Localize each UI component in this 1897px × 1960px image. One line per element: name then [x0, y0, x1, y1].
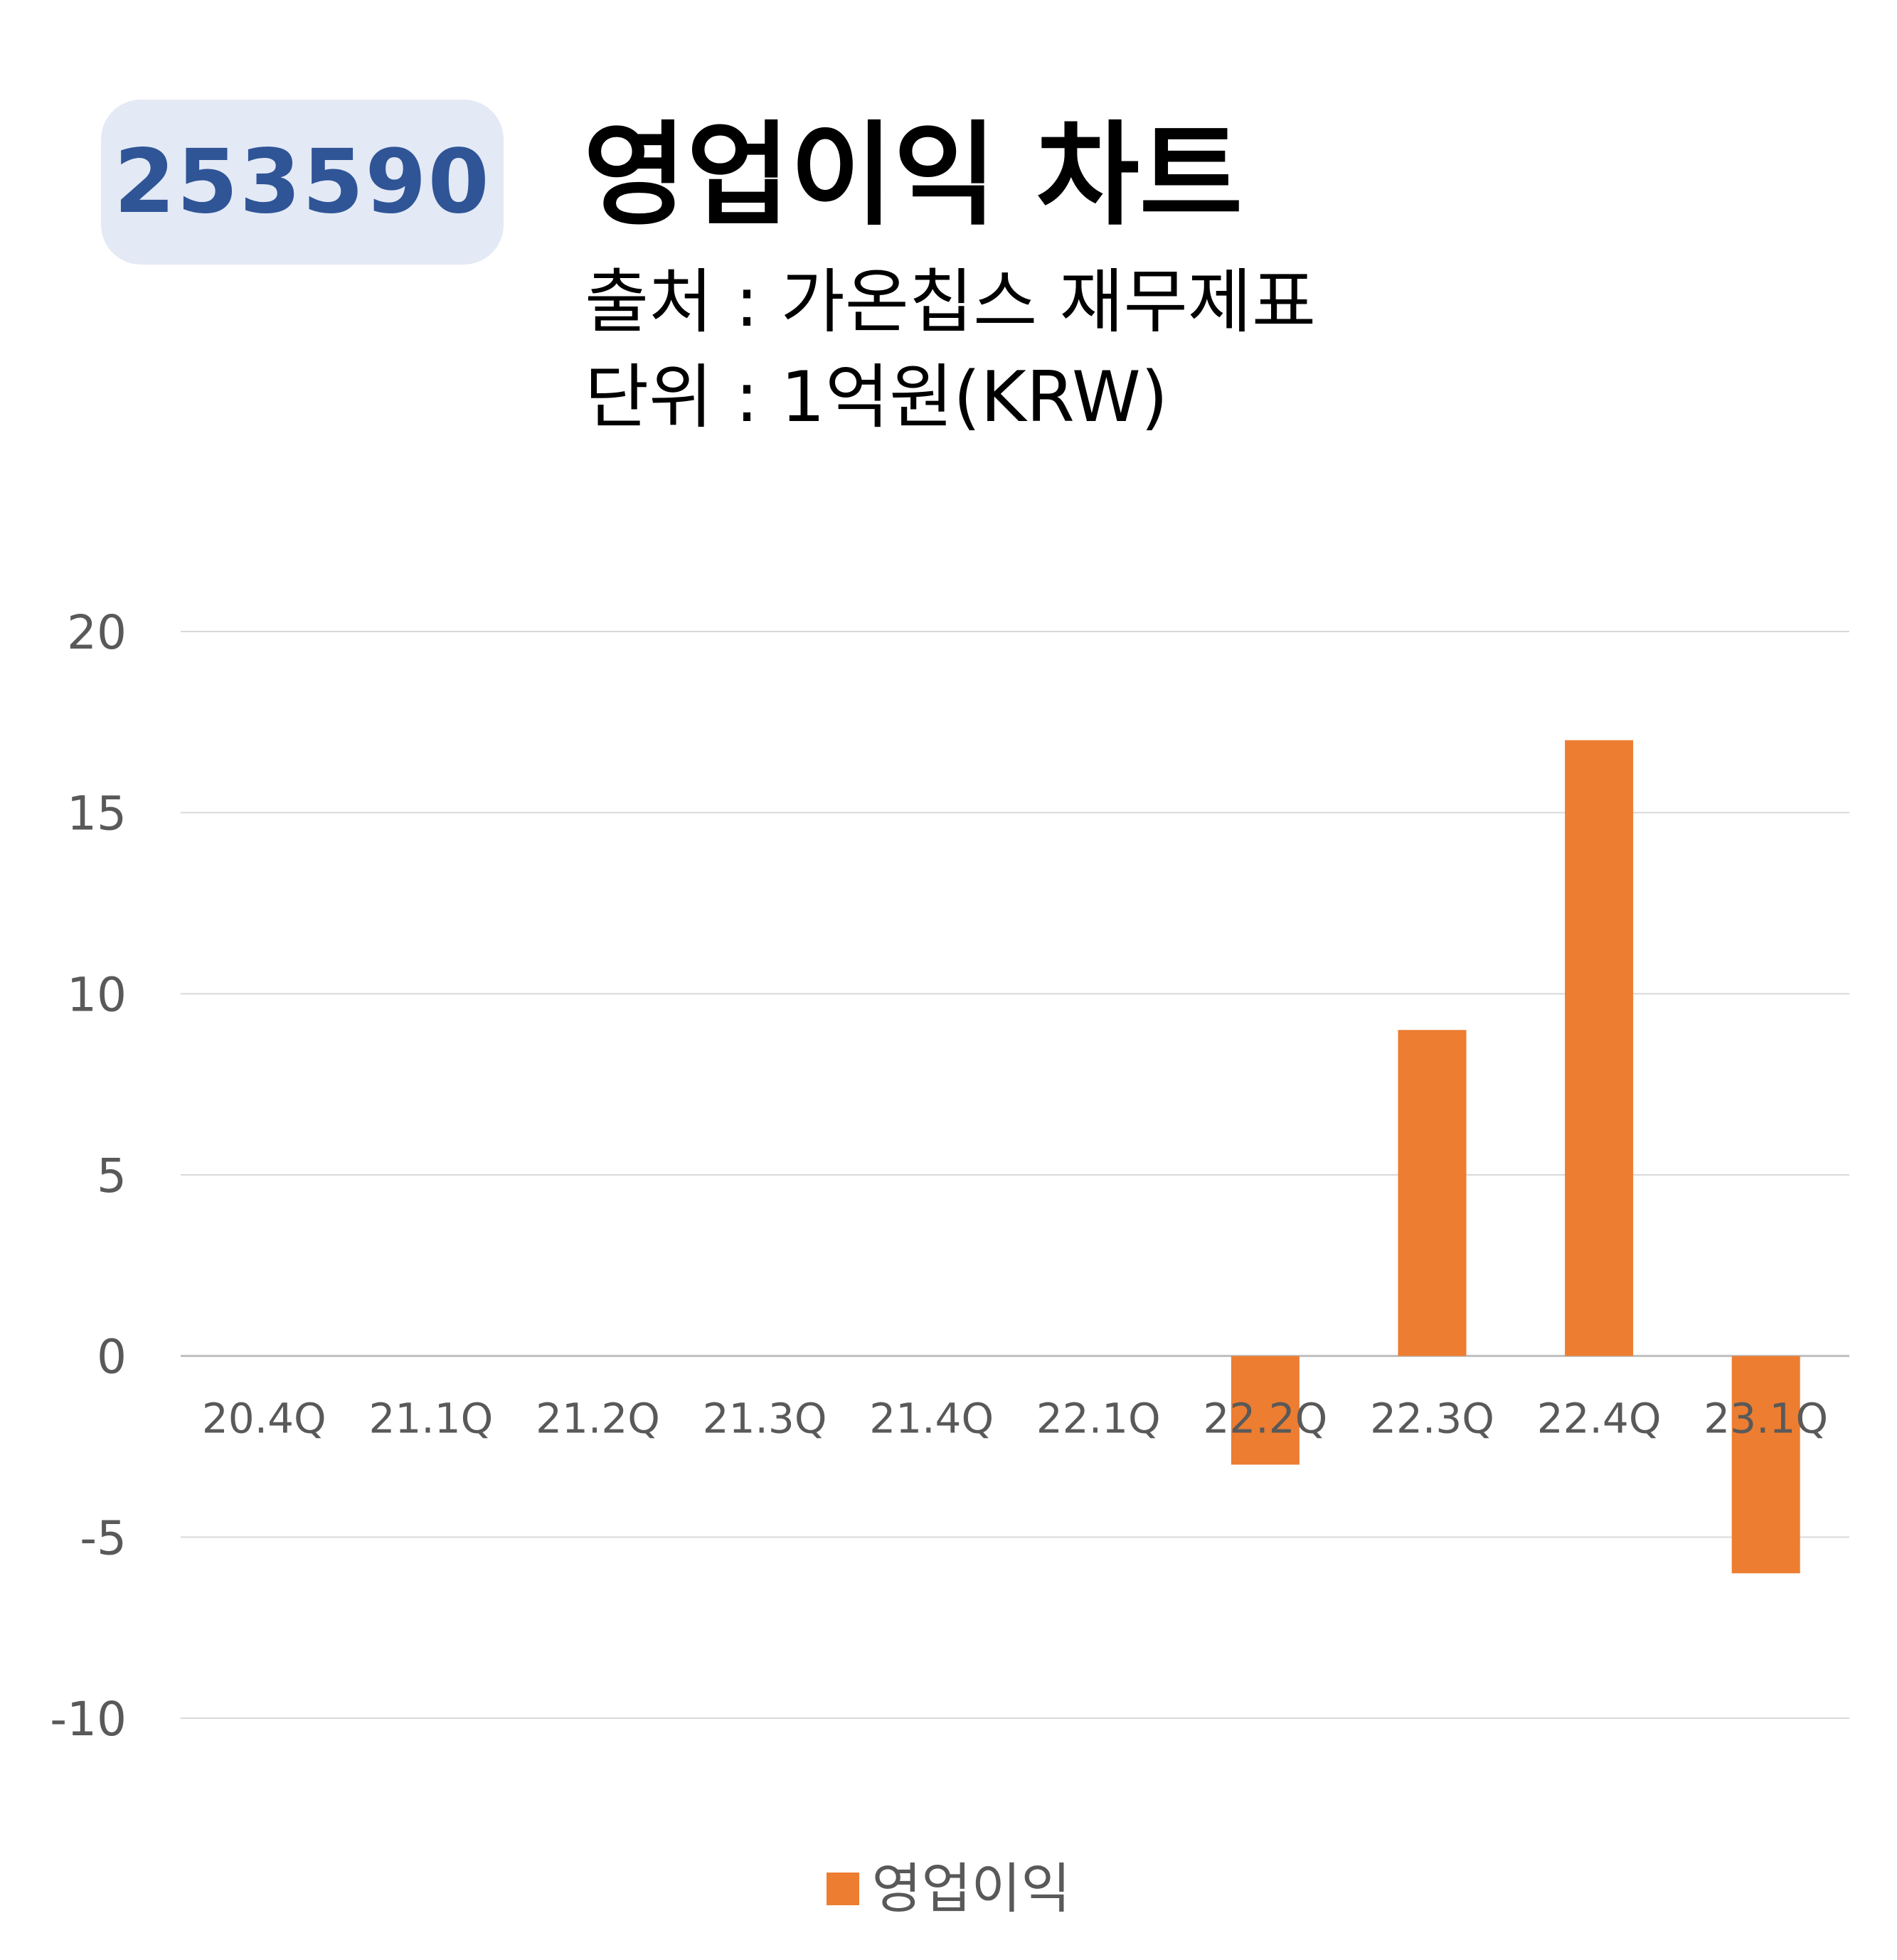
x-tick-label: 22.1Q: [1036, 1395, 1161, 1443]
stock-code-badge: 253590: [101, 100, 504, 265]
x-axis-ticks: 20.4Q 21.1Q 21.2Q 21.3Q 21.4Q 22.1Q 22.2Q 22.3Q…: [202, 1395, 1828, 1443]
bar-22.3Q: [1398, 1030, 1467, 1356]
bar-22.4Q: [1565, 740, 1634, 1356]
source-note: 출처 : 가온칩스 재무제표: [585, 262, 1317, 343]
bars: [1231, 740, 1800, 1574]
chart-title: 영업이익 차트: [583, 110, 1243, 241]
y-tick-label: -10: [50, 1692, 127, 1747]
gridlines: [181, 631, 1849, 1719]
x-tick-label: 22.4Q: [1537, 1395, 1662, 1443]
x-tick-label: 21.3Q: [703, 1395, 827, 1443]
x-tick-label: 23.1Q: [1704, 1395, 1828, 1443]
x-tick-label: 20.4Q: [202, 1395, 326, 1443]
legend: 영업이익: [0, 1862, 1897, 1916]
y-tick-label: -5: [80, 1511, 127, 1565]
x-tick-label: 21.4Q: [869, 1395, 994, 1443]
unit-note: 단위 : 1억원(KRW): [585, 357, 1169, 438]
y-tick-label: 0: [97, 1330, 127, 1385]
legend-swatch: [826, 1873, 859, 1905]
x-tick-label: 21.2Q: [536, 1395, 660, 1443]
y-tick-label: 10: [67, 967, 127, 1022]
bar-22.2Q: [1231, 1356, 1300, 1465]
y-axis-ticks: 20 15 10 5 0 -5 -10: [50, 605, 127, 1747]
y-tick-label: 20: [67, 605, 127, 660]
x-tick-label: 22.2Q: [1203, 1395, 1328, 1443]
x-tick-label: 21.1Q: [369, 1395, 494, 1443]
x-tick-label: 22.3Q: [1370, 1395, 1494, 1443]
legend-label: 영업이익: [871, 1857, 1071, 1920]
bar-23.1Q: [1731, 1356, 1800, 1574]
y-tick-label: 15: [67, 787, 127, 841]
y-tick-label: 5: [97, 1149, 127, 1203]
